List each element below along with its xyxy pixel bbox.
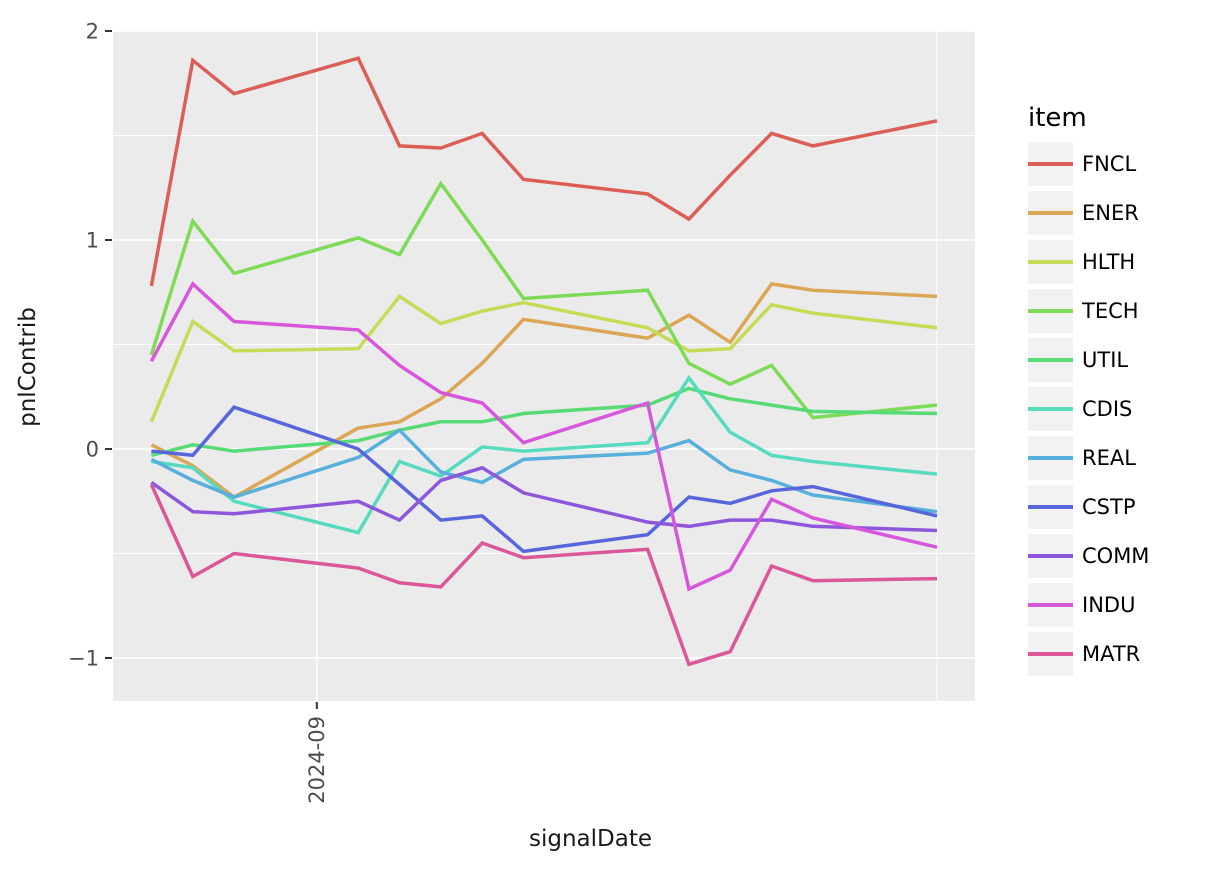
series-line-hlth [149, 294, 938, 423]
legend-key-line-icon [1028, 652, 1073, 656]
legend-items: FNCL ENER HLTH TECH UTIL CDIS REAL CSTP COMM INDU… [1028, 142, 1149, 676]
series-lines [149, 56, 938, 667]
legend-row-indu: INDU [1028, 583, 1149, 627]
series-line-indu [149, 281, 938, 592]
legend-row-hlth: HLTH [1028, 240, 1149, 284]
legend-item-label: MATR [1082, 641, 1141, 666]
x-tick-label: 2024-09 [305, 716, 329, 804]
legend-item-label: REAL [1082, 445, 1136, 470]
legend-key-icon [1028, 387, 1073, 431]
legend-item-label: FNCL [1082, 151, 1137, 176]
legend-key-line-icon [1028, 162, 1073, 166]
legend-key-icon [1028, 583, 1073, 627]
legend-row-real: REAL [1028, 436, 1149, 480]
legend-item-label: TECH [1082, 298, 1139, 323]
legend-key-line-icon [1028, 554, 1073, 558]
y-tick-label: −1 [68, 646, 99, 670]
legend-key-line-icon [1028, 456, 1073, 460]
legend-key-icon [1028, 485, 1073, 529]
legend-row-tech: TECH [1028, 289, 1149, 333]
series-line-comm [150, 465, 938, 533]
legend-key-line-icon [1028, 260, 1073, 264]
legend-row-comm: COMM [1028, 534, 1149, 578]
axis-ticks [105, 30, 318, 709]
series-line-ener [150, 282, 938, 500]
legend-item-label: CDIS [1082, 396, 1133, 421]
legend-item-label: CSTP [1082, 494, 1136, 519]
legend-key-line-icon [1028, 309, 1073, 313]
legend-row-fncl: FNCL [1028, 142, 1149, 186]
y-tick-label: 1 [86, 228, 99, 252]
series-line-util [150, 386, 938, 457]
legend-key-line-icon [1028, 407, 1073, 411]
legend-key-icon [1028, 289, 1073, 333]
legend-row-cstp: CSTP [1028, 485, 1149, 529]
legend-item-label: UTIL [1082, 347, 1129, 372]
legend-key-icon [1028, 632, 1073, 676]
axis-tick-labels: 2 1 0 −1 2024-09 [68, 19, 329, 803]
legend-item-label: HLTH [1082, 249, 1136, 274]
gridlines-minor [113, 30, 975, 701]
legend-key-icon [1028, 240, 1073, 284]
legend-key-line-icon [1028, 505, 1073, 509]
series-line-matr [149, 483, 938, 667]
legend-key-line-icon [1028, 358, 1073, 362]
legend-key-icon [1028, 142, 1073, 186]
series-line-cdis [151, 374, 938, 535]
legend-key-icon [1028, 436, 1073, 480]
legend-row-util: UTIL [1028, 338, 1149, 382]
panel-rect [113, 30, 975, 701]
legend: item FNCL ENER HLTH TECH UTIL CDIS REAL CSTP COM… [1028, 103, 1149, 681]
legend-key-line-icon [1028, 603, 1073, 607]
y-tick-label: 2 [86, 19, 99, 43]
x-axis-title: signalDate [528, 826, 652, 852]
legend-item-label: INDU [1082, 592, 1136, 617]
legend-title: item [1028, 103, 1087, 133]
series-line-cstp [151, 405, 938, 554]
legend-key-icon [1028, 534, 1073, 578]
legend-key-icon [1028, 191, 1073, 235]
legend-item-label: COMM [1082, 543, 1150, 568]
legend-key-icon [1028, 338, 1073, 382]
y-tick-label: 0 [86, 437, 99, 461]
y-axis-title: pnlContrib [15, 307, 41, 427]
legend-key-line-icon [1028, 211, 1073, 215]
series-line-tech [149, 180, 938, 420]
legend-row-ener: ENER [1028, 191, 1149, 235]
panel-background [113, 30, 975, 701]
legend-row-cdis: CDIS [1028, 387, 1149, 431]
legend-item-label: ENER [1082, 200, 1139, 225]
legend-row-matr: MATR [1028, 632, 1149, 676]
series-line-real [150, 427, 938, 514]
series-line-fncl [149, 56, 938, 287]
